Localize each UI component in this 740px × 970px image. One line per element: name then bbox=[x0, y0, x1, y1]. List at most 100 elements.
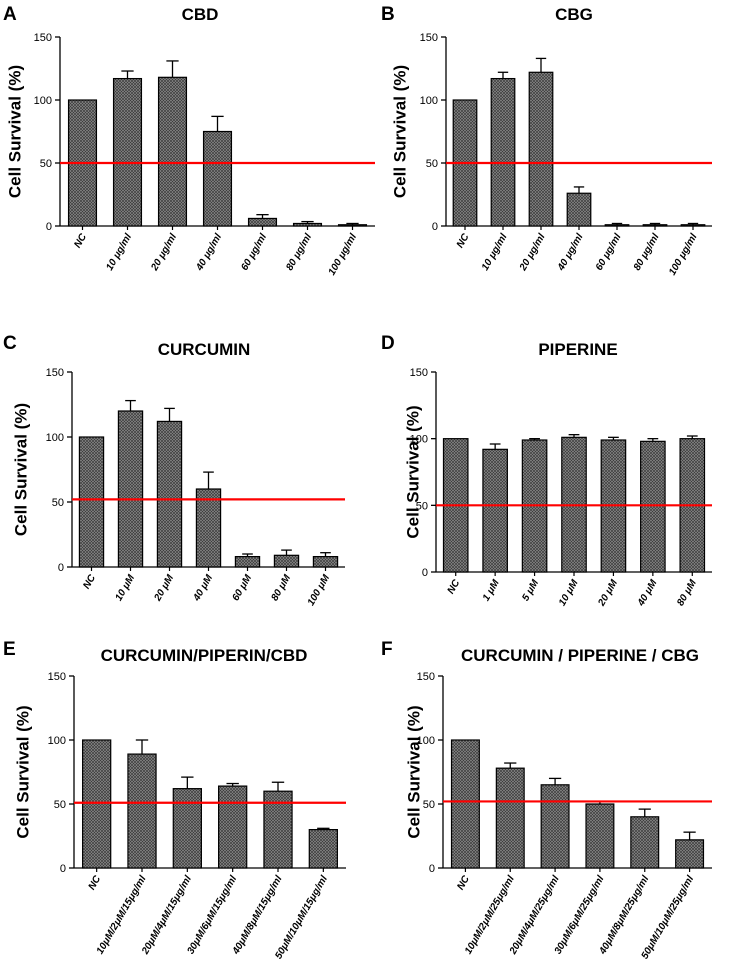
x-tick-label: NC bbox=[81, 572, 98, 591]
y-tick-label: 0 bbox=[422, 567, 428, 579]
x-tick-label: NC bbox=[455, 231, 472, 250]
y-tick-label: 100 bbox=[48, 735, 66, 747]
y-tick-label: 0 bbox=[432, 221, 438, 233]
y-tick-label: 150 bbox=[417, 671, 435, 683]
x-tick-label: 20 μg/ml bbox=[149, 232, 179, 274]
y-axis-label: Cell Survival (%) bbox=[11, 403, 30, 536]
y-tick-label: 150 bbox=[48, 671, 66, 683]
y-axis-label: Cell Survival (%) bbox=[403, 405, 422, 538]
x-tick-label: 10 μM bbox=[113, 572, 137, 603]
panel-letter: F bbox=[381, 639, 393, 660]
y-tick-label: 150 bbox=[420, 32, 438, 44]
panel-letter: D bbox=[381, 333, 395, 354]
bar bbox=[566, 192, 592, 227]
panel-e: E CURCUMIN/PIPERIN/CBD Cell Survival (%) 0 5… bbox=[3, 639, 346, 961]
bar bbox=[172, 788, 202, 869]
y-tick-label: 0 bbox=[60, 863, 66, 875]
bar bbox=[312, 555, 339, 568]
x-tick-label: 20μM/4μM/15μg/ml bbox=[140, 874, 194, 957]
x-tick-label: 10μM/2μM/15μg/ml bbox=[95, 874, 149, 956]
y-tick-label: 50 bbox=[426, 158, 438, 170]
x-tick-label: 80 μg/ml bbox=[284, 232, 314, 273]
panel-a: A CBD Cell Survival (%) 0 50 100 150 NC 10 μg/ml… bbox=[3, 4, 375, 277]
x-tick-label: 50μM/10μM/15μg/ml bbox=[273, 874, 330, 961]
bar bbox=[337, 224, 368, 227]
bar bbox=[202, 130, 233, 227]
x-tick-label: 40 μg/ml bbox=[555, 232, 585, 274]
panel-letter: E bbox=[3, 639, 16, 660]
bar bbox=[450, 739, 480, 869]
panel-letter: C bbox=[3, 333, 17, 354]
x-tick-label: 20 μM bbox=[596, 577, 620, 608]
y-tick-label: 100 bbox=[34, 95, 52, 107]
bar bbox=[78, 436, 105, 568]
x-tick-label: 40μM/8μM/25μg/ml bbox=[597, 874, 651, 957]
panel-d: D PIPERINE Cell Survival (%) 0 50 100 150 NC 1 μ… bbox=[381, 333, 712, 609]
x-tick-label: 10 μg/ml bbox=[104, 232, 134, 273]
panel-f: F CURCUMIN / PIPERINE / CBG Cell Survival … bbox=[381, 639, 712, 961]
panel-letter: B bbox=[381, 4, 395, 25]
y-axis-label: Cell Survival (%) bbox=[404, 705, 423, 838]
x-tick-label: 10 μg/ml bbox=[480, 232, 510, 273]
bar bbox=[585, 803, 615, 869]
bar bbox=[675, 839, 705, 869]
y-tick-label: 50 bbox=[54, 799, 66, 811]
y-tick-label: 0 bbox=[429, 863, 435, 875]
bar bbox=[680, 224, 706, 227]
x-tick-label: 1 μM bbox=[481, 577, 502, 603]
chart-title: CBG bbox=[555, 5, 593, 24]
bar bbox=[490, 77, 516, 227]
y-tick-label: 100 bbox=[46, 432, 64, 444]
x-tick-label: 60 μg/ml bbox=[594, 232, 624, 273]
chart-title: CBD bbox=[182, 5, 219, 24]
x-tick-label: 30μM/6μM/15μg/ml bbox=[185, 874, 239, 956]
panel-c: C CURCUMIN Cell Survival (%) 0 50 100 150 NC 10 … bbox=[3, 333, 345, 608]
x-tick-label: 80 μM bbox=[269, 572, 293, 603]
y-tick-label: 50 bbox=[40, 158, 52, 170]
x-tick-label: 30μM/6μM/25μg/ml bbox=[553, 874, 607, 956]
panel-letter: A bbox=[3, 4, 17, 25]
y-tick-label: 150 bbox=[410, 367, 428, 379]
y-tick-label: 150 bbox=[34, 32, 52, 44]
bar bbox=[630, 816, 660, 869]
bar bbox=[528, 71, 554, 227]
bar bbox=[127, 753, 157, 869]
y-tick-label: 50 bbox=[423, 799, 435, 811]
x-tick-label: 10μM/2μM/25μg/ml bbox=[463, 874, 517, 956]
bar bbox=[218, 785, 248, 869]
y-tick-label: 0 bbox=[46, 221, 52, 233]
y-tick-label: 50 bbox=[416, 500, 428, 512]
bar bbox=[195, 488, 222, 568]
chart-title: CURCUMIN bbox=[158, 340, 251, 359]
bar bbox=[112, 77, 143, 227]
bar bbox=[247, 217, 278, 227]
x-tick-label: 20μM/4μM/25μg/ml bbox=[507, 874, 561, 957]
y-axis-label: Cell Survival (%) bbox=[13, 705, 32, 838]
chart-title: CURCUMIN/PIPERIN/CBD bbox=[101, 646, 308, 665]
bar bbox=[642, 224, 668, 227]
x-tick-label: 80 μM bbox=[675, 577, 699, 608]
bar bbox=[273, 554, 300, 568]
y-tick-label: 150 bbox=[46, 367, 64, 379]
x-tick-label: 80 μg/ml bbox=[632, 232, 662, 273]
x-tick-label: 100 μg/ml bbox=[327, 232, 360, 278]
chart-title: PIPERINE bbox=[538, 340, 617, 359]
y-tick-label: 50 bbox=[52, 497, 64, 509]
x-tick-label: 40μM/8μM/15μg/ml bbox=[230, 874, 284, 957]
bar bbox=[482, 448, 508, 573]
x-tick-label: 50μM/10μM/25μg/ml bbox=[640, 874, 697, 961]
bar bbox=[640, 440, 666, 573]
x-tick-label: 100 μg/ml bbox=[667, 232, 700, 278]
bar bbox=[157, 76, 188, 227]
bar bbox=[292, 222, 323, 227]
y-tick-label: 100 bbox=[417, 735, 435, 747]
bar bbox=[604, 224, 630, 227]
x-tick-label: 40 μM bbox=[191, 572, 215, 603]
x-tick-label: 40 μg/ml bbox=[194, 232, 224, 274]
y-axis-label: Cell Survival (%) bbox=[390, 65, 409, 198]
bar bbox=[308, 828, 338, 869]
x-tick-label: 20 μM bbox=[152, 572, 176, 603]
x-tick-label: 40 μM bbox=[635, 577, 659, 608]
bar bbox=[495, 767, 525, 869]
